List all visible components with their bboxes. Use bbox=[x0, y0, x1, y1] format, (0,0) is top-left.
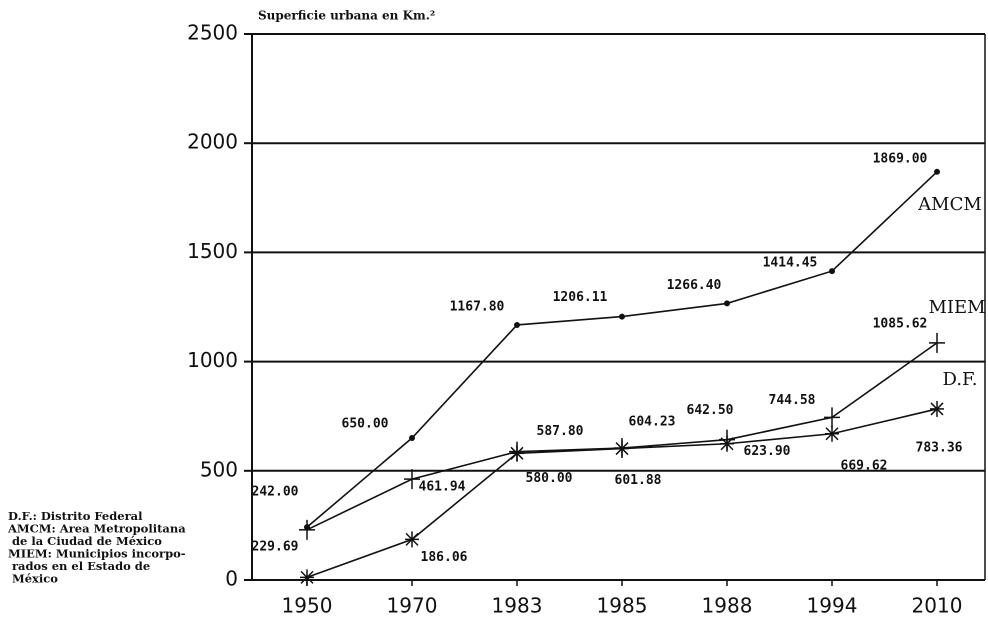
value-label: 642.50 bbox=[687, 403, 734, 418]
y-tick-label: 2500 bbox=[187, 21, 238, 45]
series-name: MIEM bbox=[928, 297, 985, 318]
y-axis-label: Superficie urbana en Km.² bbox=[258, 9, 435, 23]
series-name: AMCM bbox=[917, 194, 982, 215]
x-tick-label: 2010 bbox=[912, 594, 963, 618]
value-label: 242.00 bbox=[252, 485, 299, 500]
note: MIEM: Municipios incorpo- bbox=[8, 547, 186, 561]
value-label: 669.62 bbox=[841, 458, 888, 473]
value-label: 623.90 bbox=[744, 444, 791, 459]
x-tick-label: 1983 bbox=[492, 594, 543, 618]
value-label: 1869.00 bbox=[873, 151, 928, 166]
marker bbox=[409, 435, 415, 442]
marker bbox=[510, 445, 524, 462]
y-tick-label: 0 bbox=[225, 567, 238, 591]
marker bbox=[934, 168, 940, 175]
marker bbox=[514, 321, 520, 328]
note: de la Ciudad de México bbox=[12, 534, 162, 548]
marker bbox=[929, 332, 945, 353]
marker bbox=[619, 313, 625, 320]
x-tick-label: 1994 bbox=[807, 594, 858, 618]
marker bbox=[405, 531, 419, 548]
y-tick-label: 1500 bbox=[187, 239, 238, 263]
value-label: 1414.45 bbox=[763, 256, 818, 271]
marker bbox=[824, 407, 840, 428]
marker bbox=[299, 519, 315, 540]
value-label: 601.88 bbox=[615, 473, 662, 488]
y-tick-label: 1000 bbox=[187, 348, 238, 372]
marker bbox=[300, 569, 314, 586]
value-label: 1206.11 bbox=[553, 290, 608, 305]
value-label: 580.00 bbox=[526, 471, 573, 486]
note: D.F.: Distrito Federal bbox=[8, 509, 143, 523]
x-tick-label: 1988 bbox=[702, 594, 753, 618]
x-tick-label: 1985 bbox=[597, 594, 648, 618]
value-label: 186.06 bbox=[421, 550, 468, 565]
value-label: 650.00 bbox=[342, 417, 389, 432]
value-label: 229.69 bbox=[252, 539, 299, 554]
value-label: 1167.80 bbox=[450, 299, 505, 314]
value-label: 587.80 bbox=[537, 424, 584, 439]
value-label: 744.58 bbox=[769, 393, 816, 408]
series-line bbox=[306, 408, 938, 579]
x-tick-label: 1970 bbox=[387, 594, 438, 618]
series-name: D.F. bbox=[943, 369, 978, 390]
marker bbox=[720, 435, 734, 452]
marker bbox=[724, 300, 730, 307]
note: AMCM: Area Metropolitana bbox=[7, 522, 186, 536]
marker bbox=[825, 425, 839, 442]
value-label: 461.94 bbox=[419, 480, 466, 495]
value-label: 1266.40 bbox=[667, 278, 722, 293]
note: rados en el Estado de bbox=[12, 559, 150, 573]
marker bbox=[829, 268, 835, 275]
marker bbox=[404, 469, 420, 490]
series-line bbox=[306, 342, 938, 531]
value-label: 1085.62 bbox=[873, 316, 928, 331]
marker bbox=[930, 400, 944, 417]
marker bbox=[615, 440, 629, 457]
note: México bbox=[12, 572, 58, 586]
y-tick-label: 2000 bbox=[187, 130, 238, 154]
x-tick-label: 1950 bbox=[282, 594, 333, 618]
value-label: 604.23 bbox=[629, 415, 676, 430]
value-label: 783.36 bbox=[916, 440, 963, 455]
y-tick-label: 500 bbox=[200, 457, 238, 481]
